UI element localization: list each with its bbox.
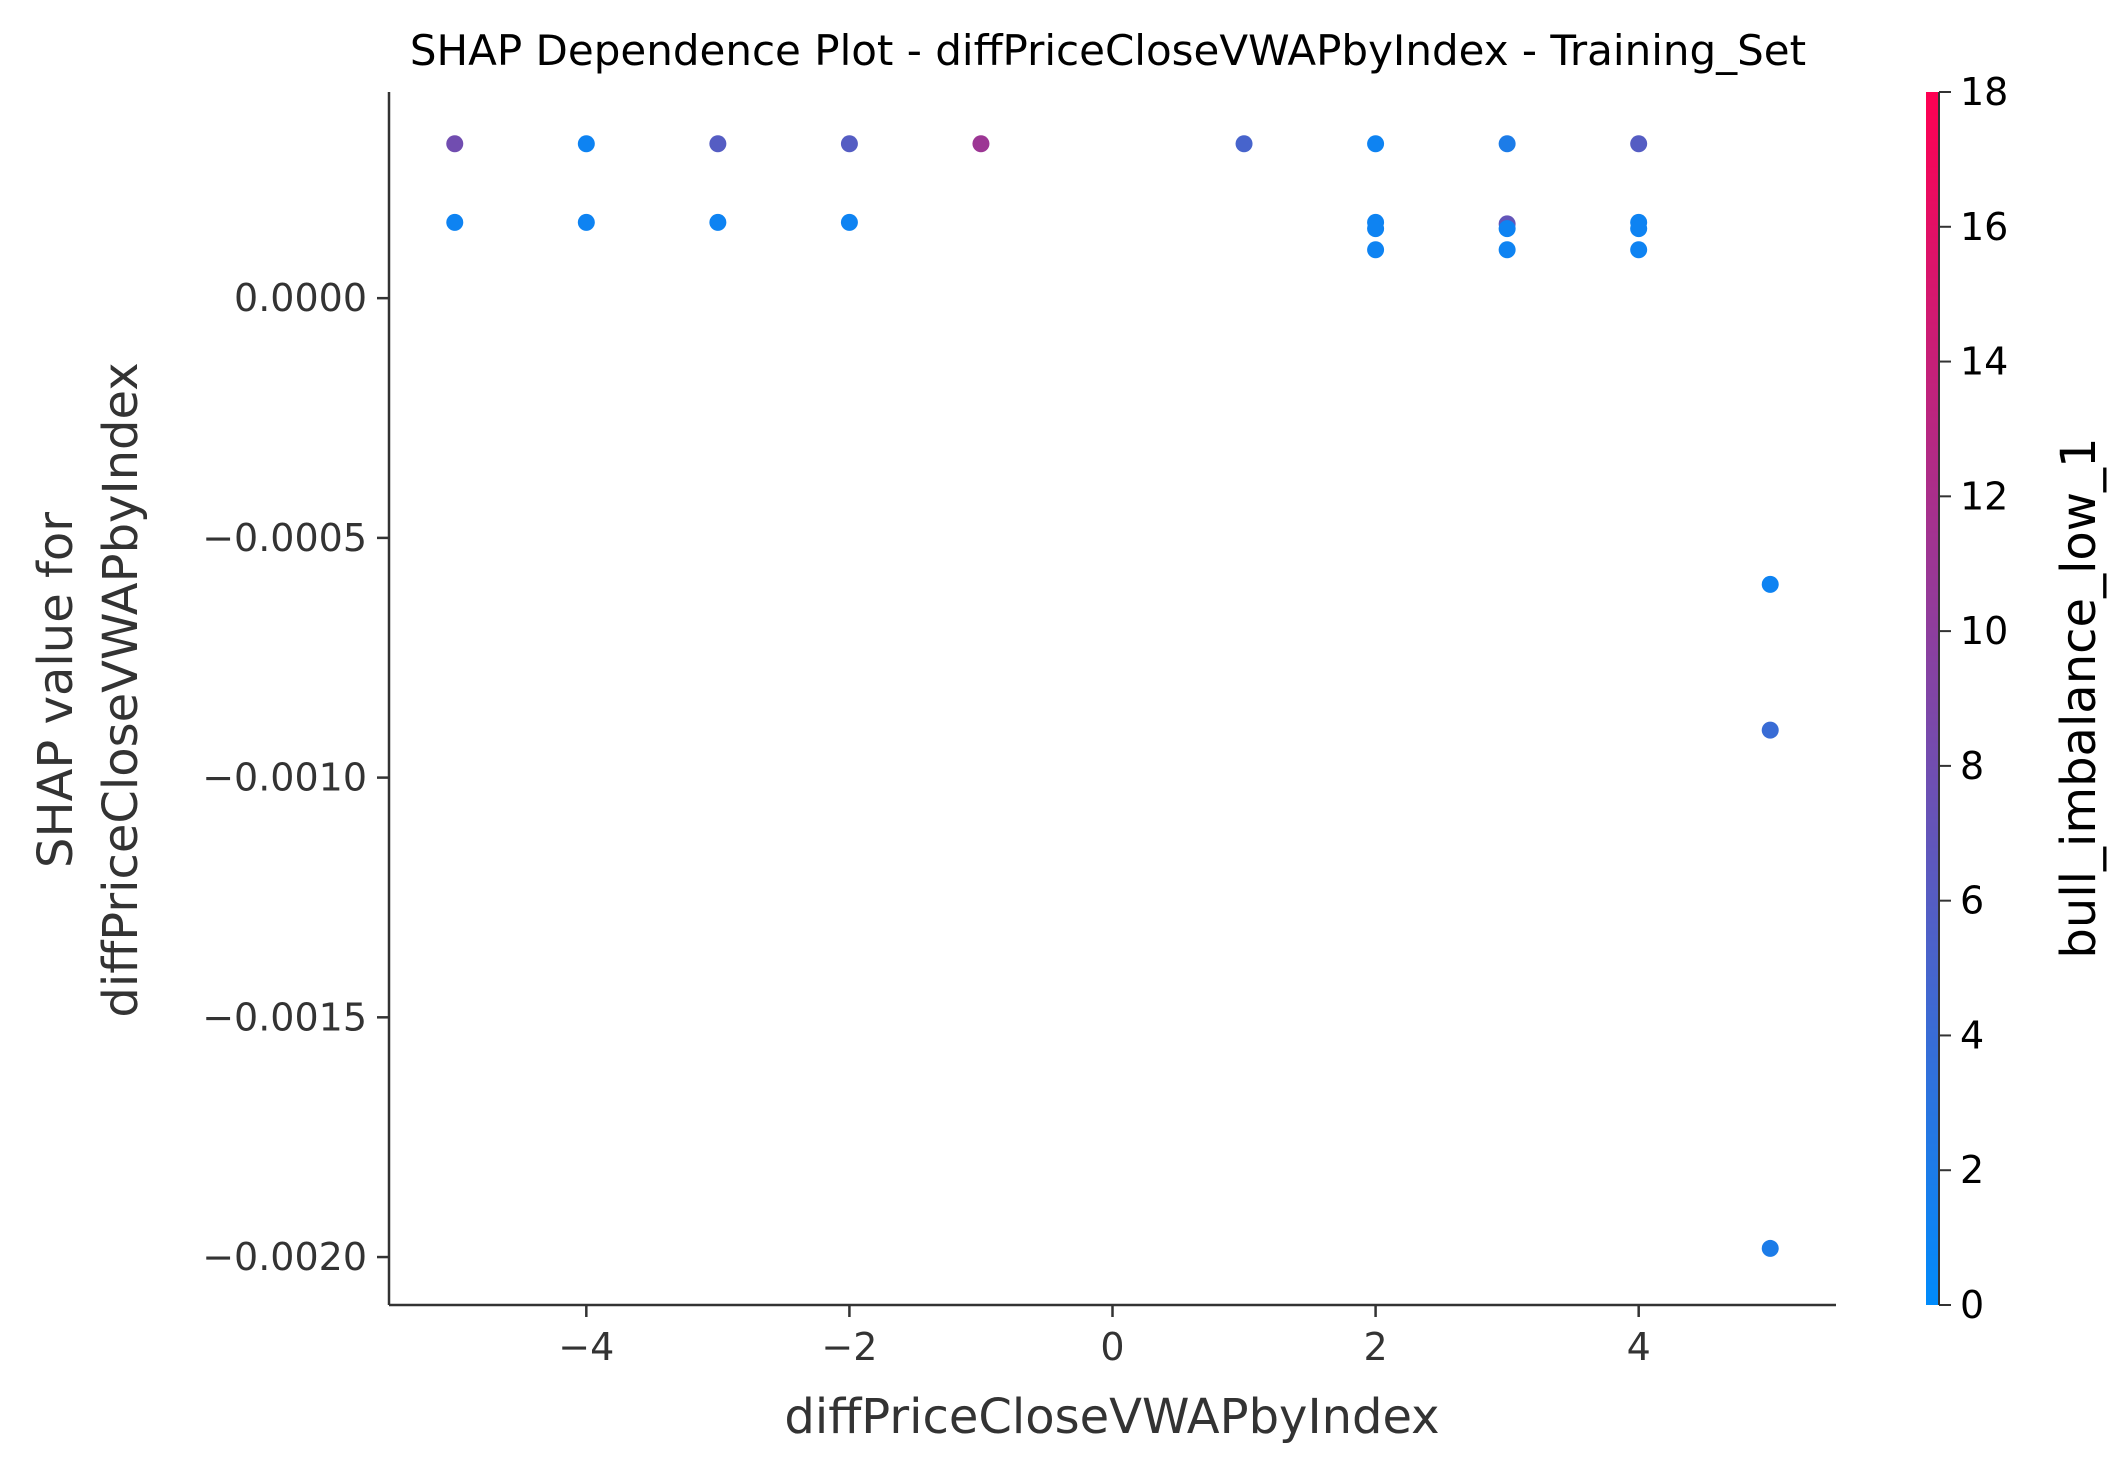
- colorbar-tick-label: 2: [1960, 1148, 1984, 1192]
- colorbar-ticks: 0 2 4 6 8 10 12 14 16 18: [1939, 70, 2008, 1327]
- x-axis-label: diffPriceCloseVWAPbyIndex: [784, 1389, 1439, 1445]
- chart-title: SHAP Dependence Plot - diffPriceCloseVWA…: [410, 26, 1806, 75]
- scatter-point: [446, 135, 464, 153]
- scatter-point: [1235, 135, 1253, 153]
- scatter-point: [1630, 220, 1648, 238]
- x-tick-label: −4: [558, 1325, 614, 1369]
- scatter-point: [1498, 241, 1516, 259]
- scatter-point: [1367, 135, 1385, 153]
- scatter-point: [577, 213, 595, 231]
- colorbar-tick-label: 12: [1960, 474, 2008, 518]
- colorbar-tick-label: 10: [1960, 609, 2008, 653]
- colorbar-label: bull_imbalance_low_1: [2051, 437, 2107, 958]
- colorbar-tick-label: 4: [1960, 1013, 1984, 1057]
- y-tick-label: −0.0010: [202, 756, 367, 800]
- colorbar: 0 2 4 6 8 10 12 14 16 18 bull_imbalance_low_1: [1926, 70, 2107, 1327]
- scatter-point: [1498, 220, 1516, 238]
- y-axis-label: SHAP value for diffPriceCloseVWAPbyIndex: [28, 362, 149, 1017]
- y-axis-label-line1: SHAP value for: [28, 512, 84, 868]
- y-tick-label: −0.0005: [202, 516, 367, 560]
- colorbar-tick-label: 0: [1960, 1283, 1984, 1327]
- scatter-point: [1761, 721, 1779, 739]
- scatter-point: [1630, 135, 1648, 153]
- scatter-point: [1761, 575, 1779, 593]
- x-tick-label: 4: [1627, 1325, 1651, 1369]
- x-tick-label: −2: [821, 1325, 877, 1369]
- scatter-point: [1630, 241, 1648, 259]
- scatter-point: [446, 213, 464, 231]
- scatter-point: [1367, 220, 1385, 238]
- y-tick-label: −0.0020: [202, 1235, 367, 1279]
- x-tick-label: 0: [1100, 1325, 1124, 1369]
- scatter-point: [709, 213, 727, 231]
- y-tick-label: 0.0000: [234, 276, 367, 320]
- colorbar-tick-label: 8: [1960, 744, 1984, 788]
- x-tick-label: 2: [1363, 1325, 1387, 1369]
- scatter-point: [840, 135, 858, 153]
- colorbar-tick-label: 6: [1960, 879, 1984, 923]
- scatter-point: [840, 213, 858, 231]
- plot-area: −4 −2 0 2 4 0.0000 −0.0005 −0.0010 −0.0015 −0.00…: [202, 92, 1836, 1369]
- colorbar-tick-label: 18: [1960, 70, 2008, 114]
- scatter-point: [1761, 1239, 1779, 1257]
- scatter-points: [446, 135, 1779, 1257]
- x-ticks: −4 −2 0 2 4: [558, 1305, 1651, 1369]
- y-tick-label: −0.0015: [202, 995, 367, 1039]
- y-ticks: 0.0000 −0.0005 −0.0010 −0.0015 −0.0020: [202, 276, 389, 1279]
- colorbar-tick-label: 14: [1960, 340, 2008, 384]
- y-axis-label-line2: diffPriceCloseVWAPbyIndex: [93, 362, 149, 1017]
- colorbar-tick-label: 16: [1960, 205, 2008, 249]
- scatter-point: [577, 135, 595, 153]
- scatter-point: [1367, 241, 1385, 259]
- scatter-point: [972, 135, 990, 153]
- colorbar-gradient: [1926, 92, 1939, 1305]
- scatter-point: [1498, 135, 1516, 153]
- scatter-point: [709, 135, 727, 153]
